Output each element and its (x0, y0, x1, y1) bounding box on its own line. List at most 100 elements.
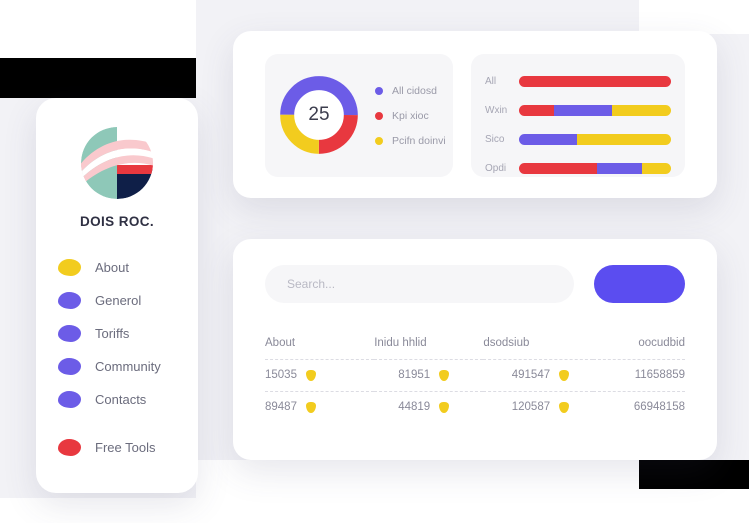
abstract-circle-logo-icon (81, 127, 153, 199)
donut-slice-all-cidosd (280, 76, 358, 154)
bar-segment-pcifn-doinvi (642, 163, 671, 174)
table-row[interactable]: 15035 81951 491547 (265, 359, 685, 391)
legend-dot-icon (375, 136, 383, 145)
shield-badge-icon (305, 401, 316, 413)
table-header: About Inidu hhlid dsodsiub oocudbid (265, 327, 685, 359)
bar-segment-kpi-xioc (519, 105, 554, 116)
donut-legend: All cidosd Kpi xioc Pcifn doinvi (375, 78, 446, 153)
blob-icon (58, 292, 81, 309)
table-cell: 89487 (265, 391, 374, 423)
column-header-oocudbid[interactable]: oocudbid (638, 336, 685, 349)
cell-value: 11658859 (634, 369, 685, 381)
sidebar-item-label: Free Tools (95, 440, 156, 455)
shield-badge-icon (559, 401, 570, 413)
bar-row-label: Wxin (485, 105, 508, 116)
cell-value: 44819 (398, 401, 431, 414)
search-row (265, 265, 685, 303)
donut-center-value: 25 (308, 104, 330, 125)
bar-track (519, 105, 671, 116)
stacked-bar-rows: All Wxin Sico (485, 70, 671, 186)
legend-label: All cidosd (392, 84, 437, 97)
data-table: About Inidu hhlid dsodsiub oocudbid 1503… (265, 327, 685, 423)
legend-item-all-cidosd: All cidosd (375, 78, 446, 103)
bar-row-label: All (485, 76, 497, 87)
bar-row-sico: Sico (485, 128, 671, 151)
cell-value: 66948158 (633, 401, 685, 414)
sidebar-item-label: Toriffs (95, 326, 130, 341)
legend-label: Pcifn doinvi (392, 134, 446, 147)
shield-badge-icon (439, 369, 450, 381)
table-header-row: About Inidu hhlid dsodsiub oocudbid (265, 327, 685, 359)
bar-segment-pcifn-doinvi (576, 134, 671, 145)
donut-slice-pcifn-doinvi (280, 76, 358, 154)
cell-value: 15035 (265, 369, 297, 381)
blob-icon (58, 439, 81, 456)
table-cell: 66948158 (593, 391, 685, 423)
column-header-about[interactable]: About (265, 336, 296, 349)
cell-value: 89487 (265, 401, 297, 414)
brand-logo (78, 124, 156, 202)
table-cell: 15035 (265, 359, 374, 391)
shield-badge-icon (439, 401, 450, 413)
background-plate-bottom-right (639, 489, 749, 523)
column-header-inidu[interactable]: Inidu hhlid (374, 336, 427, 349)
shield-badge-icon (305, 369, 316, 381)
table-cell: 81951 (374, 359, 483, 391)
legend-item-pcifn-doinvi: Pcifn doinvi (375, 128, 446, 153)
blob-icon (58, 325, 81, 342)
column-header-dsodsiub[interactable]: dsodsiub (483, 336, 530, 349)
sidebar-item-label: Generol (95, 293, 142, 308)
table-panel: About Inidu hhlid dsodsiub oocudbid 1503… (233, 239, 717, 460)
bar-track (519, 163, 671, 174)
bar-track (519, 76, 671, 87)
table-cell: 44819 (374, 391, 483, 423)
bar-segment-kpi-xioc (519, 163, 597, 174)
sidebar-item-community[interactable]: Community (58, 350, 198, 383)
legend-dot-icon (375, 86, 383, 95)
bar-row-label: Opdi (485, 163, 507, 174)
table-cell: 491547 (483, 359, 592, 391)
sidebar-item-free-tools[interactable]: Free Tools (58, 431, 198, 464)
bar-row-label: Sico (485, 134, 505, 145)
sidebar-item-toriffs[interactable]: Toriffs (58, 317, 198, 350)
search-input[interactable] (265, 265, 574, 303)
background-plate-top-left (0, 0, 196, 58)
donut-chart-svg (280, 76, 358, 154)
sidebar-item-label: About (95, 260, 129, 275)
bar-segment-pcifn-doinvi (611, 105, 671, 116)
sidebar-item-label: Community (95, 359, 161, 374)
bar-row-wxin: Wxin (485, 99, 671, 122)
blob-icon (58, 259, 81, 276)
sidebar-item-about[interactable]: About (58, 251, 198, 284)
donut-chart-panel: 25 All cidosd Kpi xioc Pcifn doinvi (265, 54, 453, 177)
blob-icon (58, 358, 81, 375)
background-plate-top-right (639, 0, 749, 34)
bar-segment-all-cidosd (553, 105, 612, 116)
stacked-bar-chart-panel: All Wxin Sico (471, 54, 685, 177)
legend-dot-icon (375, 111, 383, 120)
bar-track (519, 134, 671, 145)
sidebar-item-contacts[interactable]: Contacts (58, 383, 198, 416)
bar-row-all: All (485, 70, 671, 93)
table-cell: 120587 (483, 391, 592, 423)
shield-badge-icon (559, 369, 570, 381)
cell-value: 491547 (511, 369, 551, 381)
stats-panel: 25 All cidosd Kpi xioc Pcifn doinvi All (233, 31, 717, 198)
search-submit-button[interactable] (593, 265, 685, 303)
sidebar-panel: DOIS ROC. About Generol Toriffs Communit… (36, 98, 198, 493)
bar-segment-kpi-xioc (519, 76, 671, 87)
background-plate-left-bottom (0, 498, 196, 523)
bar-row-opdi: Opdi (485, 157, 671, 180)
legend-label: Kpi xioc (392, 109, 429, 122)
sidebar-item-label: Contacts (95, 392, 147, 407)
bar-segment-all-cidosd (596, 163, 643, 174)
donut-chart: 25 (277, 73, 361, 157)
bar-segment-all-cidosd (519, 134, 577, 145)
table-body: 15035 81951 491547 (265, 359, 685, 423)
legend-item-kpi-xioc: Kpi xioc (375, 103, 446, 128)
table-cell: 11658859 (593, 359, 685, 391)
sidebar-nav: About Generol Toriffs Community Contacts… (36, 251, 198, 464)
table-row[interactable]: 89487 44819 120587 (265, 391, 685, 423)
brand-title: DOIS ROC. (79, 214, 155, 229)
sidebar-item-generol[interactable]: Generol (58, 284, 198, 317)
